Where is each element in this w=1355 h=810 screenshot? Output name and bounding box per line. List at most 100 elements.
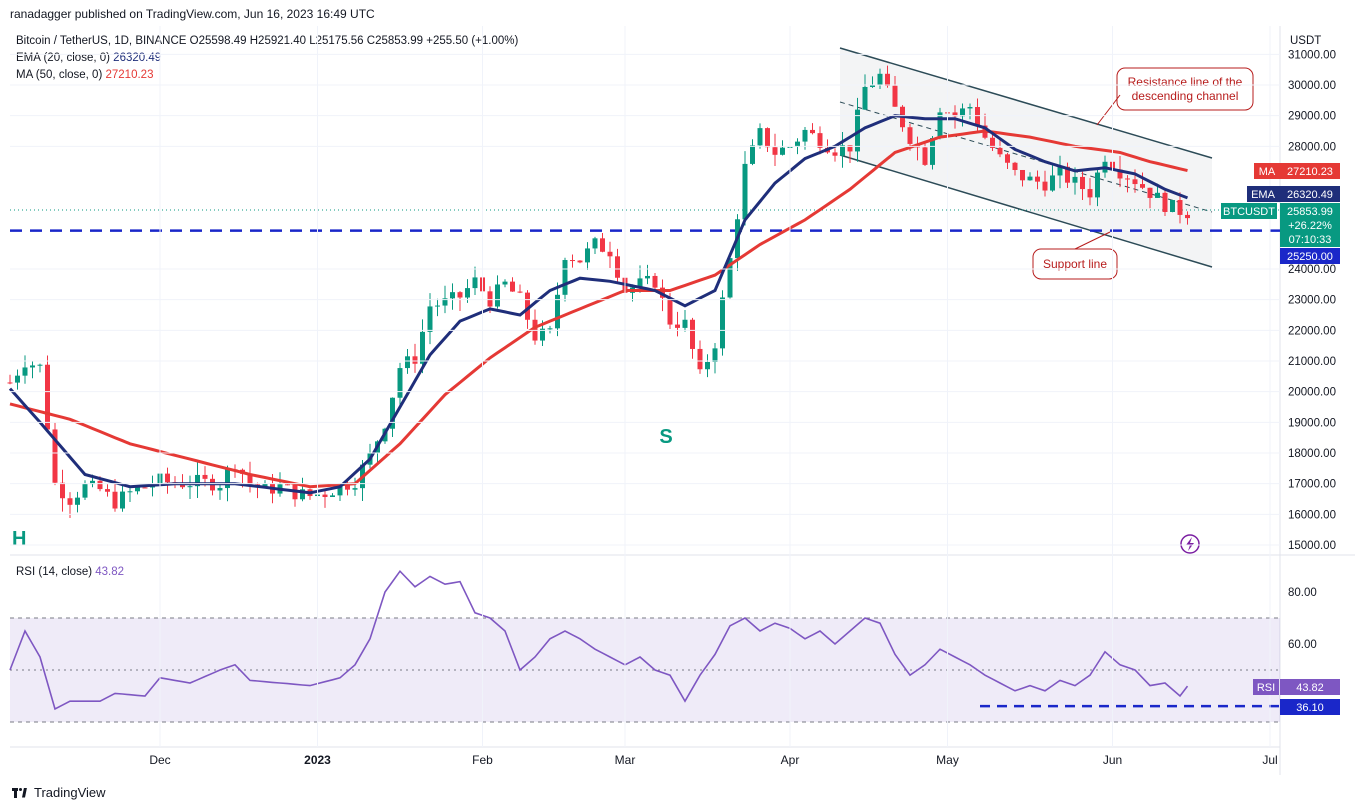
candle-body <box>907 127 913 144</box>
legend-rsi-value: 43.82 <box>95 566 125 578</box>
candle-body <box>667 297 673 325</box>
pattern-s-label: S <box>659 426 672 448</box>
candle-body <box>412 356 418 364</box>
time-tick-label: May <box>936 753 959 767</box>
price-scale-currency: USDT <box>1290 35 1321 47</box>
candle-body <box>517 291 523 293</box>
candle-body <box>352 488 358 490</box>
legend-ema-row[interactable]: EMA (20, close, 0) 26320.49 <box>16 52 161 64</box>
support-callout-pointer <box>1074 231 1111 250</box>
candle-body <box>1132 179 1138 185</box>
price-tick-label: 22000.00 <box>1288 325 1336 337</box>
candle-body <box>960 108 965 117</box>
candle-body <box>1177 200 1183 215</box>
support-price-tag: 25250.00 <box>1280 248 1340 264</box>
channel-upper-line[interactable] <box>839 47 1213 159</box>
candle-body <box>60 482 65 499</box>
candle-body <box>765 128 770 148</box>
candle-body <box>112 491 118 509</box>
candle-body <box>427 306 433 332</box>
candle-body <box>390 397 395 429</box>
candle-body <box>577 260 583 263</box>
candle-body <box>322 494 328 498</box>
candle-body <box>952 112 958 117</box>
candle-body <box>757 128 763 146</box>
legend-rsi-label: RSI (14, close) <box>16 566 93 578</box>
price-tick-label: 16000.00 <box>1288 509 1336 521</box>
rsi-scale[interactable]: 80.00 60.00 <box>1288 587 1317 651</box>
candle-body <box>1027 176 1033 181</box>
candle-body <box>1005 154 1010 163</box>
price-tick-label: 24000.00 <box>1288 264 1336 276</box>
candle-body <box>930 137 935 165</box>
candle-body <box>922 147 928 165</box>
brand[interactable]: TradingView <box>12 785 106 800</box>
price-tick-label: 15000.00 <box>1288 540 1336 552</box>
candle-body <box>1185 214 1190 219</box>
legend-ma-row[interactable]: MA (50, close, 0) 27210.23 <box>16 69 153 81</box>
candle-body <box>870 84 875 87</box>
rsi-tag-label: RSI <box>1257 682 1275 694</box>
support-callout[interactable]: Support line <box>1032 231 1118 280</box>
resistance-callout-pointer <box>1096 94 1121 126</box>
candle-body <box>472 277 478 289</box>
ma-tag-label: MA <box>1259 166 1276 178</box>
price-scale[interactable]: USDT 31000.00 30000.00 29000.00 28000.00 240… <box>10 35 1336 552</box>
time-tick-label: Jun <box>1103 753 1122 767</box>
resistance-callout[interactable]: Resistance line of the descending channe… <box>1096 67 1254 126</box>
candle-body <box>510 281 515 292</box>
lightning-icon[interactable] <box>1180 534 1200 554</box>
time-tick-label: Jul <box>1262 753 1277 767</box>
ma-tag: MA 27210.23 <box>1254 163 1340 179</box>
channel-fill <box>840 48 1212 267</box>
candle-body <box>247 473 253 485</box>
candle-body <box>885 73 890 86</box>
candle-body <box>1095 172 1100 198</box>
candle-body <box>142 487 148 489</box>
btc-tag-timer: 07:10:33 <box>1289 234 1332 246</box>
time-tick-label: 2023 <box>304 753 331 767</box>
candle-body <box>495 284 500 307</box>
publish-header: ranadagger published on TradingView.com,… <box>10 7 375 21</box>
rsi-tick-label: 60.00 <box>1288 639 1317 651</box>
candle-body <box>217 488 223 491</box>
btc-tag-change: +26.22% <box>1288 220 1332 232</box>
candle-body <box>1155 192 1160 198</box>
candle-body <box>15 375 20 383</box>
legend-symbol-row: Bitcoin / TetherUS, 1D, BINANCE O25598.4… <box>16 35 518 47</box>
rsi-tag-value: 43.82 <box>1296 682 1324 694</box>
candle-body <box>525 292 530 320</box>
candle-body <box>1065 166 1070 183</box>
ema-tag-label: EMA <box>1251 189 1276 201</box>
candle-body <box>1140 184 1145 188</box>
candle-body <box>705 361 710 370</box>
candle-body <box>540 328 545 341</box>
candle-body <box>262 483 268 488</box>
candle-body <box>67 498 73 505</box>
channel-lower-line[interactable] <box>839 154 1213 268</box>
rsi-series-line[interactable] <box>9 569 1189 711</box>
price-tick-label: 18000.00 <box>1288 448 1336 460</box>
candle-body <box>607 251 613 257</box>
candle-body <box>45 364 50 430</box>
candle-body <box>892 85 898 107</box>
candle-body <box>465 288 470 298</box>
legend-ema-label: EMA (20, close, 0) <box>16 52 110 64</box>
candle-body <box>1072 176 1078 183</box>
candle-body <box>697 348 703 370</box>
rsi-tick-label: 80.00 <box>1288 587 1317 599</box>
candle-body <box>457 292 463 298</box>
legend-rsi-row[interactable]: RSI (14, close) 43.82 <box>16 566 124 578</box>
time-axis[interactable]: Dec 2023 Feb Mar Apr May Jun Jul <box>149 26 1278 767</box>
candle-body <box>712 348 718 362</box>
price-tick-label: 20000.00 <box>1288 387 1336 399</box>
resistance-callout-line1: Resistance line of the <box>1128 75 1243 89</box>
candle-body <box>862 86 868 110</box>
candle-body <box>435 305 440 307</box>
candle-body <box>855 109 860 152</box>
candle-body <box>7 382 13 384</box>
candle-body <box>690 319 695 349</box>
candle-body <box>1035 176 1040 182</box>
candle-body <box>22 367 28 376</box>
